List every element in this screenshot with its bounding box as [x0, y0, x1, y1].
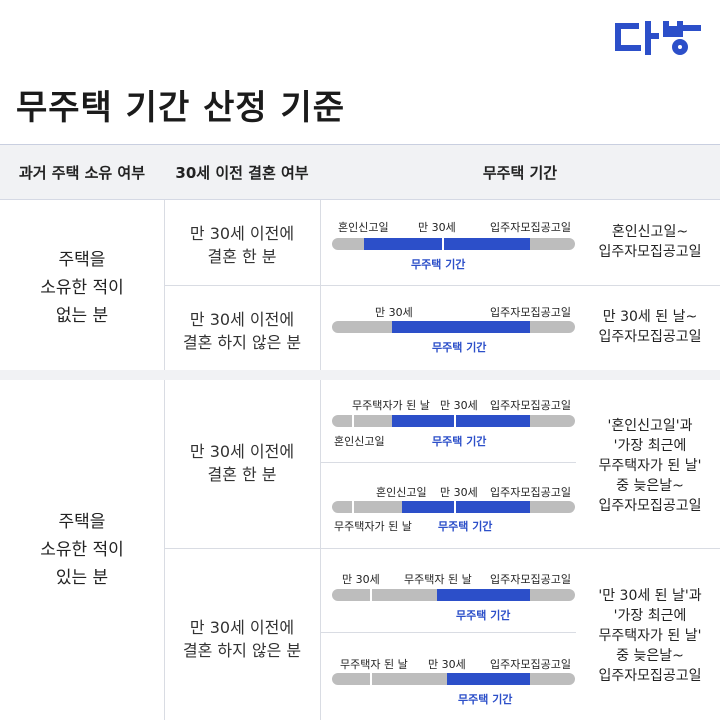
bar-label: 만 30세	[440, 399, 478, 412]
bar-label: 혼인신고일	[338, 221, 389, 234]
period-label: 무주택 기간	[432, 435, 487, 448]
section-divider	[0, 370, 720, 380]
section-previously-owned: 주택을 소유한 적이 있는 분 만 30세 이전에 결혼 한 분 무주택자가 된…	[0, 380, 720, 720]
marriage-label: 만 30세 이전에 결혼 한 분	[164, 222, 320, 268]
bar-label: 무주택자가 된 날	[334, 520, 412, 533]
period-fill	[402, 501, 530, 513]
header-marriage: 30세 이전 결혼 여부	[175, 164, 309, 182]
bar-label: 만 30세	[418, 221, 456, 234]
bar-label: 혼인신고일	[376, 486, 427, 499]
ownership-line: 주택을	[58, 250, 106, 270]
result-line: 입주자모집공고일	[598, 498, 702, 514]
timeline-bar	[332, 501, 575, 513]
timeline-bar	[332, 415, 575, 427]
header-period: 무주택 기간	[482, 164, 558, 182]
marriage-line: 만 30세 이전에	[189, 618, 295, 637]
result-text: '만 30세 된 날'과 '가장 최근에 무주택자가 된 날' 중 늦은날~ 입…	[580, 586, 720, 686]
timeline-tick	[370, 673, 372, 685]
result-line: '가장 최근에	[613, 608, 687, 624]
period-fill	[364, 238, 530, 250]
timeline-tick	[442, 238, 444, 250]
bar-label: 혼인신고일	[334, 435, 385, 448]
ownership-line: 있는 분	[55, 568, 109, 588]
timeline-bar	[332, 238, 575, 250]
period-label: 무주택 기간	[432, 341, 487, 354]
period-label: 무주택 기간	[456, 609, 511, 622]
result-line: 무주택자가 된 날'	[598, 628, 702, 644]
bar-label: 입주자모집공고일	[490, 658, 571, 671]
marriage-label: 만 30세 이전에 결혼 하지 않은 분	[164, 308, 320, 354]
period-fill	[392, 415, 530, 427]
section-never-owned: 주택을 소유한 적이 없는 분 만 30세 이전에 결혼 한 분 혼인신고일 만…	[0, 200, 720, 370]
result-line: 만 30세 된 날~	[602, 309, 698, 325]
marriage-line: 결혼 한 분	[207, 465, 277, 484]
timeline-tick	[370, 589, 372, 601]
marriage-line: 결혼 하지 않은 분	[182, 333, 302, 352]
result-line: 입주자모집공고일	[598, 668, 702, 684]
result-line: '혼인신고일'과	[607, 418, 693, 434]
period-fill	[437, 589, 530, 601]
result-line: 중 늦은날~	[616, 648, 684, 664]
ownership-line: 주택을	[58, 512, 106, 532]
marriage-label: 만 30세 이전에 결혼 한 분	[164, 440, 320, 486]
ownership-line: 소유한 적이	[40, 278, 124, 298]
ownership-label: 주택을 소유한 적이 없는 분	[0, 246, 164, 330]
bar-label: 무주택자 된 날	[404, 573, 472, 586]
result-text: 혼인신고일~ 입주자모집공고일	[580, 222, 720, 262]
period-label: 무주택 기간	[411, 258, 466, 271]
bar-label: 무주택자 된 날	[340, 658, 408, 671]
period-fill	[392, 321, 530, 333]
ownership-line: 소유한 적이	[40, 540, 124, 560]
bar-label: 만 30세	[428, 658, 466, 671]
result-line: 입주자모집공고일	[598, 329, 702, 345]
ownership-label: 주택을 소유한 적이 있는 분	[0, 508, 164, 592]
table-header: 과거 주택 소유 여부 30세 이전 결혼 여부 무주택 기간	[0, 144, 720, 200]
timeline-bar	[332, 321, 575, 333]
result-text: 만 30세 된 날~ 입주자모집공고일	[580, 307, 720, 347]
bar-label: 입주자모집공고일	[490, 486, 571, 499]
page-title: 무주택 기간 산정 기준	[16, 88, 346, 128]
result-line: 혼인신고일~	[611, 224, 689, 240]
timeline-tick	[352, 415, 354, 427]
bar-label: 만 30세	[440, 486, 478, 499]
timeline-tick	[454, 501, 456, 513]
result-line: 중 늦은날~	[616, 478, 684, 494]
timeline-tick	[454, 415, 456, 427]
period-label: 무주택 기간	[458, 693, 513, 706]
marriage-line: 만 30세 이전에	[189, 310, 295, 329]
bar-label: 만 30세	[342, 573, 380, 586]
timeline-tick	[352, 501, 354, 513]
bar-label: 만 30세	[375, 306, 413, 319]
svg-text:다방: 다방	[614, 20, 616, 21]
marriage-line: 만 30세 이전에	[189, 442, 295, 461]
bar-label: 입주자모집공고일	[490, 399, 571, 412]
result-line: 무주택자가 된 날'	[598, 458, 702, 474]
period-label: 무주택 기간	[438, 520, 493, 533]
bar-label: 입주자모집공고일	[490, 221, 571, 234]
bar-label: 무주택자가 된 날	[352, 399, 430, 412]
bar-label: 입주자모집공고일	[490, 573, 571, 586]
result-line: '만 30세 된 날'과	[598, 588, 702, 604]
marriage-line: 만 30세 이전에	[189, 224, 295, 243]
result-line: 입주자모집공고일	[598, 244, 702, 260]
marriage-label: 만 30세 이전에 결혼 하지 않은 분	[164, 616, 320, 662]
timeline-bar	[332, 589, 575, 601]
marriage-line: 결혼 하지 않은 분	[182, 641, 302, 660]
header-ownership: 과거 주택 소유 여부	[18, 164, 146, 182]
timeline-bar	[332, 673, 575, 685]
bar-label: 입주자모집공고일	[490, 306, 571, 319]
result-text: '혼인신고일'과 '가장 최근에 무주택자가 된 날' 중 늦은날~ 입주자모집…	[580, 416, 720, 516]
brand-logo: 다방	[614, 20, 701, 55]
result-line: '가장 최근에	[613, 438, 687, 454]
period-fill	[447, 673, 530, 685]
ownership-line: 없는 분	[55, 306, 109, 326]
marriage-line: 결혼 한 분	[207, 247, 277, 266]
